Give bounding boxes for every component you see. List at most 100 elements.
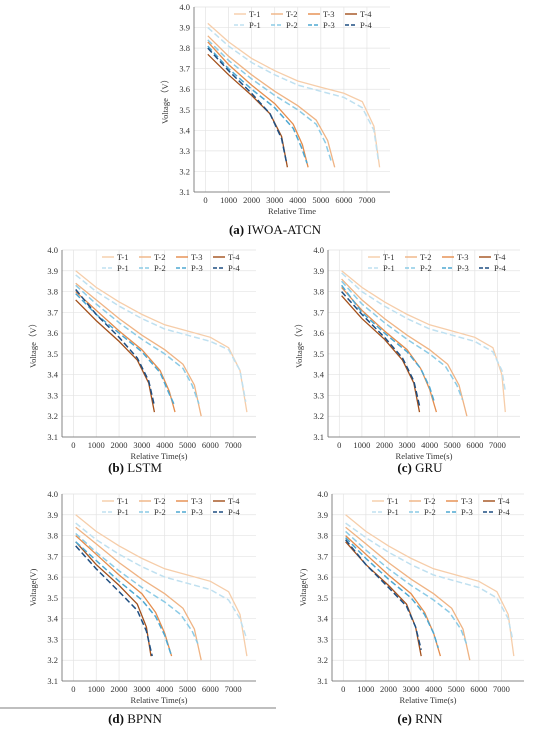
series-line-T-1 — [75, 270, 248, 413]
x-tick-label: 3000 — [133, 440, 150, 450]
y-tick-label: 3.6 — [313, 328, 324, 338]
x-tick-label: 6000 — [466, 440, 483, 450]
x-tick-label: 7000 — [358, 195, 375, 205]
x-tick-label: 1000 — [220, 195, 237, 205]
y-tick-label: 3.9 — [179, 23, 190, 33]
x-tick-label: 2000 — [376, 440, 393, 450]
x-tick-label: 0 — [337, 440, 341, 450]
series-line-P-2 — [207, 39, 332, 162]
series-line-P-3 — [75, 293, 175, 405]
legend-label: T-3 — [323, 9, 335, 19]
y-tick-label: 3.7 — [317, 551, 328, 561]
y-tick-label: 3.6 — [317, 572, 328, 582]
legend-label: P-2 — [154, 507, 166, 517]
legend-label: P-4 — [494, 263, 507, 273]
y-tick-label: 3.8 — [313, 287, 324, 297]
legend-label: P-4 — [498, 507, 511, 517]
y-axis-label: Voltage（V） — [28, 319, 38, 368]
panel-caption: (a) IWOA-ATCN — [229, 222, 322, 237]
series-line-P-1 — [207, 27, 380, 162]
series-line-T-2 — [75, 526, 202, 661]
series-line-P-2 — [345, 530, 468, 644]
x-tick-label: 5000 — [444, 440, 461, 450]
legend-label: P-4 — [228, 507, 241, 517]
y-axis-label: Voltage(V) — [28, 569, 38, 607]
x-tick-label: 5000 — [448, 684, 465, 694]
y-tick-label: 3.3 — [47, 390, 58, 400]
y-tick-label: 3.6 — [179, 84, 190, 94]
caption-letter: (e) — [397, 711, 411, 726]
x-tick-label: 5000 — [179, 440, 196, 450]
x-tick-label: 0 — [203, 195, 207, 205]
legend-label: T-1 — [383, 252, 395, 262]
series-line-T-2 — [75, 282, 202, 417]
x-tick-label: 5000 — [179, 684, 196, 694]
y-tick-label: 3.3 — [317, 634, 328, 644]
y-tick-label: 3.3 — [179, 146, 190, 156]
legend-label: P-1 — [387, 507, 399, 517]
y-tick-label: 3.9 — [47, 266, 58, 276]
y-tick-label: 3.8 — [47, 287, 58, 297]
legend-label: P-1 — [249, 20, 261, 30]
y-tick-label: 3.1 — [317, 676, 328, 686]
series-line-P-3 — [75, 541, 173, 657]
legend-label: T-2 — [420, 252, 432, 262]
x-axis-label: Relative Time(s) — [400, 695, 457, 705]
legend-label: P-3 — [191, 263, 203, 273]
series-line-P-4 — [75, 289, 156, 406]
y-tick-label: 3.9 — [47, 510, 58, 520]
legend-label: T-2 — [424, 496, 436, 506]
series-line-T-2 — [341, 278, 468, 417]
panel-caption: (e) RNN — [397, 711, 443, 726]
x-tick-label: 2000 — [111, 684, 128, 694]
series-line-T-3 — [75, 291, 176, 413]
series-line-P-2 — [75, 532, 199, 644]
x-tick-label: 4000 — [421, 440, 438, 450]
series-line-T-4 — [75, 299, 156, 413]
x-tick-label: 1000 — [88, 684, 105, 694]
x-tick-label: 1000 — [88, 440, 105, 450]
caption-letter: (a) — [229, 222, 244, 237]
y-tick-label: 3.7 — [179, 64, 190, 74]
y-tick-label: 3.7 — [47, 551, 58, 561]
x-tick-label: 5000 — [312, 195, 329, 205]
legend-label: T-4 — [494, 252, 506, 262]
legend-label: P-2 — [424, 507, 436, 517]
x-tick-label: 0 — [341, 684, 345, 694]
legend-label: P-4 — [228, 263, 241, 273]
legend-label: T-4 — [228, 496, 240, 506]
chart-panel-2: 0 1000 2000 3000 4000 5000 6000 7000 3.1 3.2 3.3 3.… — [294, 245, 520, 475]
y-tick-label: 3.8 — [179, 43, 190, 53]
legend-label: P-1 — [383, 263, 395, 273]
x-tick-label: 6000 — [470, 684, 487, 694]
legend-label: P-3 — [323, 20, 335, 30]
y-tick-label: 3.5 — [47, 593, 58, 603]
series-line-T-1 — [345, 514, 515, 657]
y-tick-label: 3.5 — [317, 593, 328, 603]
x-tick-label: 2000 — [243, 195, 260, 205]
legend-label: T-4 — [228, 252, 240, 262]
series-line-T-1 — [75, 514, 248, 657]
series-line-P-4 — [341, 291, 421, 406]
y-tick-label: 3.1 — [179, 187, 190, 197]
legend-label: P-3 — [191, 507, 203, 517]
legend-label: P-4 — [360, 20, 373, 30]
panel-caption: (b) LSTM — [108, 460, 162, 475]
series-line-T-3 — [207, 41, 309, 168]
x-tick-label: 6000 — [335, 195, 352, 205]
legend-label: T-3 — [461, 496, 473, 506]
chart-panel-1: 0 1000 2000 3000 4000 5000 6000 7000 3.1 3.2 3.3 3.… — [28, 245, 256, 475]
y-tick-label: 4.0 — [47, 245, 58, 255]
legend-label: T-3 — [191, 496, 203, 506]
y-tick-label: 3.4 — [179, 125, 190, 135]
series-line-P-2 — [341, 280, 464, 400]
series-line-T-3 — [75, 535, 173, 657]
y-tick-label: 3.5 — [179, 105, 190, 115]
caption-name: RNN — [415, 711, 443, 726]
caption-letter: (b) — [108, 460, 124, 475]
x-axis-label: Relative Time — [268, 206, 316, 216]
y-tick-label: 3.5 — [313, 349, 324, 359]
y-tick-label: 3.2 — [179, 166, 190, 176]
x-tick-label: 7000 — [225, 684, 242, 694]
legend-label: P-3 — [461, 507, 473, 517]
